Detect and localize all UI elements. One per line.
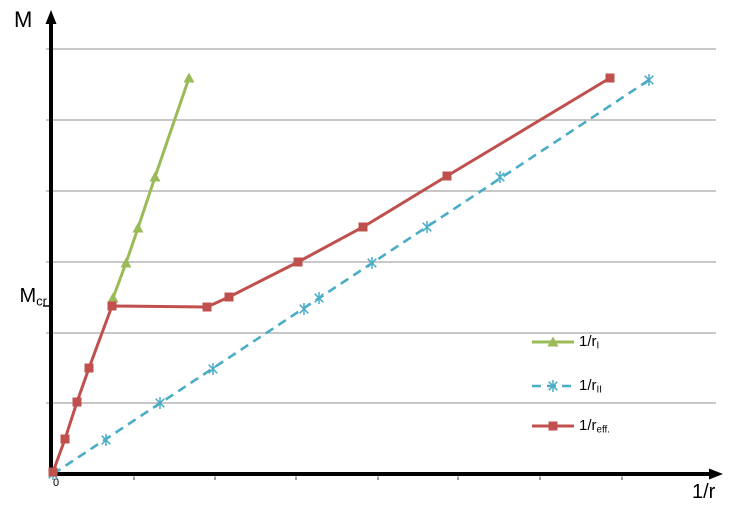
series-1/r_eff.	[48, 73, 615, 477]
legend-label-r2: 1/rII	[579, 376, 602, 396]
square-marker-icon	[605, 73, 615, 83]
asterisk-marker-icon	[422, 221, 432, 233]
square-marker-icon	[72, 397, 82, 407]
series-line	[52, 78, 650, 476]
series-line	[110, 77, 191, 307]
series-1/r_II	[48, 74, 654, 480]
triangle-marker-icon	[132, 222, 144, 233]
square-marker-icon	[48, 467, 58, 477]
square-marker-icon	[202, 302, 212, 312]
triangle-marker-icon	[547, 336, 559, 347]
x-axis-arrow-icon	[709, 468, 723, 480]
legend-label-reff: 1/reff.	[579, 416, 610, 436]
asterisk-marker-icon	[155, 397, 165, 409]
series-1/r_I	[107, 72, 195, 307]
square-marker-icon	[224, 292, 234, 302]
legend-sample-r2	[532, 380, 574, 392]
series-line	[51, 76, 611, 473]
asterisk-marker-icon	[644, 74, 654, 86]
triangle-marker-icon	[107, 292, 119, 303]
legend-sample-r1	[532, 336, 574, 347]
legend-label-r1: 1/rI	[579, 332, 600, 352]
y-axis-arrow-icon	[45, 10, 57, 24]
mcr-annotation: Mcr	[10, 286, 47, 308]
origin-tick-label: 0	[52, 477, 60, 489]
square-marker-icon	[60, 434, 70, 444]
mcr-annotation-sub: cr	[36, 293, 47, 309]
legend-item-reff: 1/reff.	[531, 416, 610, 436]
asterisk-marker-icon	[101, 434, 111, 446]
legend-item-r1: 1/rI	[531, 332, 600, 352]
triangle-marker-icon	[183, 72, 195, 83]
asterisk-marker-icon	[548, 380, 558, 392]
square-marker-icon	[293, 257, 303, 267]
triangle-marker-icon	[120, 257, 132, 268]
asterisk-marker-icon	[299, 303, 309, 315]
triangle-marker-icon	[149, 171, 161, 182]
asterisk-marker-icon	[367, 257, 377, 269]
legend-sample-reff	[532, 421, 574, 431]
mcr-annotation-base: M	[19, 285, 37, 307]
asterisk-marker-icon	[208, 363, 218, 375]
square-marker-icon	[442, 171, 452, 181]
asterisk-marker-icon	[495, 171, 505, 183]
square-marker-icon	[548, 421, 558, 431]
asterisk-marker-icon	[314, 292, 324, 304]
square-marker-icon	[107, 301, 117, 311]
square-marker-icon	[84, 363, 94, 373]
y-axis-label: M	[14, 7, 33, 32]
legend-item-r2: 1/rII	[531, 376, 602, 396]
x-axis-label: 1/r	[692, 481, 716, 503]
square-marker-icon	[358, 222, 368, 232]
